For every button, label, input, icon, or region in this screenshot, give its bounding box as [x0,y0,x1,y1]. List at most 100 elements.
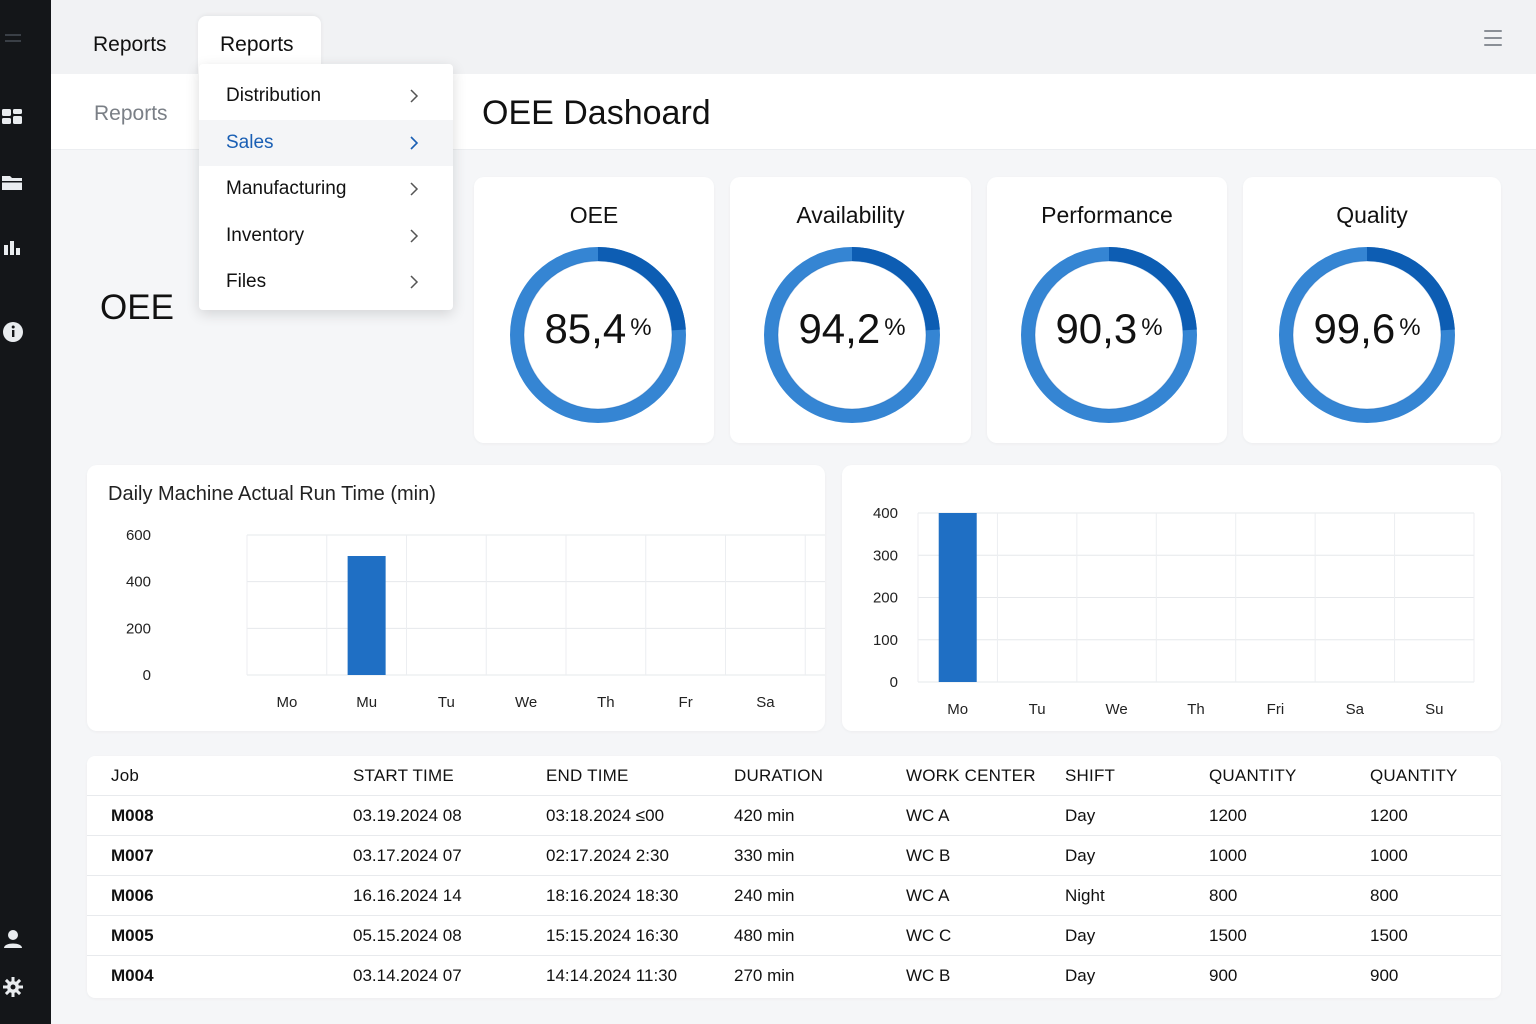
table-row[interactable]: M006 16.16.2024 14 18:16.2024 18:30 240 min… [87,876,1501,916]
y-tick-label: 400 [873,505,898,522]
kpi-unit: % [884,314,906,341]
gear-icon[interactable] [2,976,24,998]
oee-section-label: OEE [100,288,174,327]
kpi-title: Availability [796,202,905,228]
table-row[interactable]: M004 03.14.2024 07 14:14.2024 11:30 270 min… [87,956,1501,996]
table-cell: 14:14.2024 11:30 [546,966,678,985]
table-cell: 800 [1370,886,1399,905]
table-cell: WC A [906,886,950,905]
run-time-chart: 0200400600MoMuTuWeThFrSaSu [126,527,825,711]
table-cell: 330 min [734,846,795,865]
bar [938,513,977,682]
dashboard-icon[interactable] [2,106,24,128]
menu-item-label: Distribution [226,85,322,106]
hamburger-icon[interactable] [1484,30,1502,46]
table-cell: M008 [111,806,154,825]
table-cell: M006 [111,886,154,905]
kpi-unit: % [1141,314,1163,341]
table-cell: 900 [1209,966,1238,985]
kpi-card-quality: Quality 99,6% [1243,177,1501,443]
x-tick-label: Th [597,694,615,711]
table-cell: Day [1065,806,1096,825]
table-cell: 1200 [1209,806,1247,825]
weekly-chart: 0 100 200 300 400 Mo Tu We Th Fri Sa Su [873,505,1475,718]
kpi-card-oee: OEE 85,4% [474,177,714,443]
x-tick-label: Tu [1029,701,1046,718]
sidebar [0,0,51,1024]
table-row[interactable]: M008 03.19.2024 08 03:18.2024 ≤00 420 min WC… [87,796,1501,836]
menu-item-label: Sales [226,132,274,153]
table-cell: WC A [906,806,950,825]
table-cell: 480 min [734,926,795,945]
gauge-value-arc [1021,247,1197,423]
table-cell: 900 [1370,966,1399,985]
x-tick-label: Mo [276,694,297,711]
column-header: START TIME [353,766,454,785]
kpi-gauge: 99,6% [1277,245,1457,425]
kpi-value: 94,2 [798,305,881,352]
user-icon[interactable] [2,928,24,950]
menu-item-distribution[interactable]: Distribution [199,73,453,119]
menu-item-manufacturing[interactable]: Manufacturing [199,166,453,212]
chevron-right-icon [410,136,419,150]
table-cell: M007 [111,846,154,865]
x-tick-label: Tu [438,694,455,711]
x-tick-label: Th [1187,701,1205,718]
table-cell: 02:17.2024 2:30 [546,846,669,865]
y-tick-label: 600 [126,527,151,544]
column-header: SHIFT [1065,766,1116,785]
y-tick-label: 400 [126,574,151,591]
y-tick-label: 200 [873,590,898,607]
kpi-value: 85,4 [544,305,627,352]
folder-icon[interactable] [2,172,24,194]
table-cell: Day [1065,926,1096,945]
column-header: QUANTITY [1370,766,1458,785]
table-cell: 03:18.2024 ≤00 [546,806,665,825]
column-header: Job [111,766,140,785]
chart-title: Daily Machine Actual Run Time (min) [108,483,436,505]
table-cell: 1000 [1209,846,1247,865]
run-time-chart-card: Daily Machine Actual Run Time (min) 0 200… [87,465,825,731]
table-cell: 1200 [1370,806,1408,825]
kpi-gauge: 94,2% [762,245,942,425]
page-title: OEE Dashoard [482,94,711,132]
table-cell: M004 [111,966,154,985]
kpi-unit: % [630,314,652,341]
weekly-chart-card: 0 100 200 300 400 Mo Tu We Th Fri Sa Su [842,465,1501,731]
table-cell: 05.15.2024 08 [353,926,462,945]
table-cell: 1000 [1370,846,1408,865]
kpi-card-availability: Availability 94,2% [730,177,971,443]
menu-item-sales[interactable]: Sales [199,120,453,166]
bar-chart-icon[interactable] [2,237,24,259]
table-cell: Night [1065,886,1105,905]
x-tick-label: Sa [756,694,775,711]
column-header: WORK CENTER [906,766,1036,785]
chevron-right-icon [410,89,419,103]
menu-item-inventory[interactable]: Inventory [199,213,453,259]
jobs-table: Job START TIME END TIME DURATION WORK CENTER… [87,756,1501,998]
menu-item-files[interactable]: Files [199,259,453,305]
menu-item-label: Files [226,271,267,292]
x-tick-label: Mo [947,701,968,718]
x-tick-label: Mu [356,694,377,711]
bar [347,556,386,675]
table-cell: 03.14.2024 07 [353,966,462,985]
table-row[interactable]: M005 05.15.2024 08 15:15.2024 16:30 480 min… [87,916,1501,956]
gauge-value-arc [764,247,940,423]
table-row[interactable]: M007 03.17.2024 07 02:17.2024 2:30 330 min W… [87,836,1501,876]
column-header: DURATION [734,766,824,785]
menu-icon[interactable] [2,28,24,50]
table-cell: 03.19.2024 08 [353,806,462,825]
x-tick-label: Sa [1346,701,1365,718]
table-cell: WC C [906,926,952,945]
tab-reports[interactable]: Reports [93,33,167,56]
gauge-value-arc [510,247,686,423]
breadcrumb[interactable]: Reports [94,102,168,125]
kpi-value: 99,6 [1313,305,1396,352]
kpi-unit: % [1399,314,1421,341]
info-icon[interactable] [2,321,24,343]
kpi-gauge: 90,3% [1019,245,1199,425]
x-tick-label: Su [1425,701,1443,718]
y-tick-label: 300 [873,547,898,564]
table-cell: WC B [906,846,951,865]
